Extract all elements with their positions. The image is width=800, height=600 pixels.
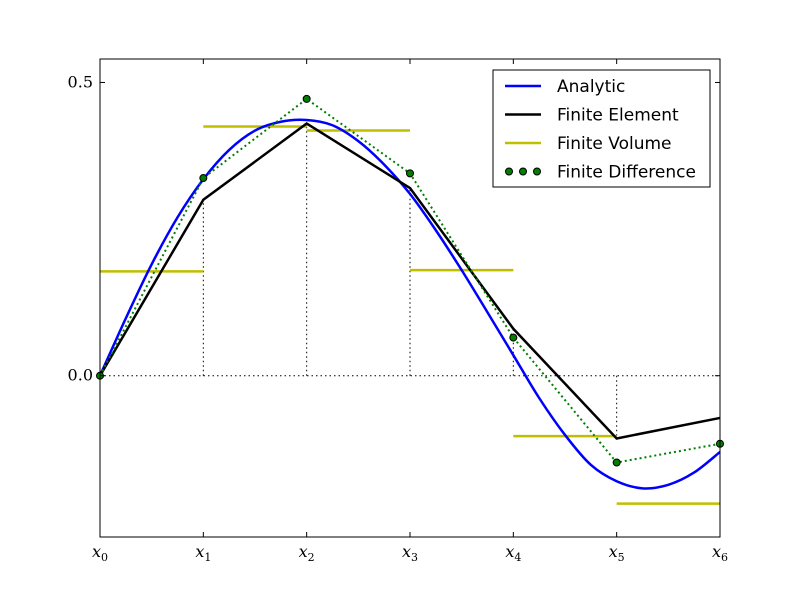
finite-difference-point bbox=[199, 174, 208, 183]
legend-marker bbox=[505, 167, 513, 176]
finite-difference-point bbox=[612, 458, 621, 467]
guide-lines bbox=[100, 123, 720, 439]
x-tick-label: x0 bbox=[92, 542, 108, 564]
x-tick-label: x5 bbox=[609, 542, 625, 564]
legend-box bbox=[492, 69, 711, 188]
legend-label: Analytic bbox=[557, 77, 625, 97]
finite-difference-point bbox=[302, 94, 311, 103]
finite-element-line bbox=[98, 122, 721, 440]
legend-label: Finite Volume bbox=[557, 134, 672, 154]
finite-difference-point bbox=[406, 169, 414, 178]
legend-marker bbox=[533, 167, 541, 176]
x-tick-label: x6 bbox=[712, 542, 728, 564]
legend-marker bbox=[519, 167, 527, 176]
legend-label: Finite Difference bbox=[557, 163, 696, 183]
series-layer bbox=[96, 94, 724, 505]
x-tick-label: x4 bbox=[505, 542, 521, 564]
legend-label: Finite Element bbox=[557, 106, 679, 126]
y-tick-label: 0.0 bbox=[68, 366, 93, 385]
x-tick-label: x3 bbox=[402, 542, 418, 564]
finite-difference-point bbox=[509, 333, 518, 342]
y-tick-label: 0.5 bbox=[68, 72, 93, 91]
x-tick-label: x2 bbox=[299, 542, 315, 564]
legend: Analytic Finite Element Finite Volume Finit… bbox=[492, 69, 711, 188]
x-tick-label: x1 bbox=[195, 542, 211, 564]
